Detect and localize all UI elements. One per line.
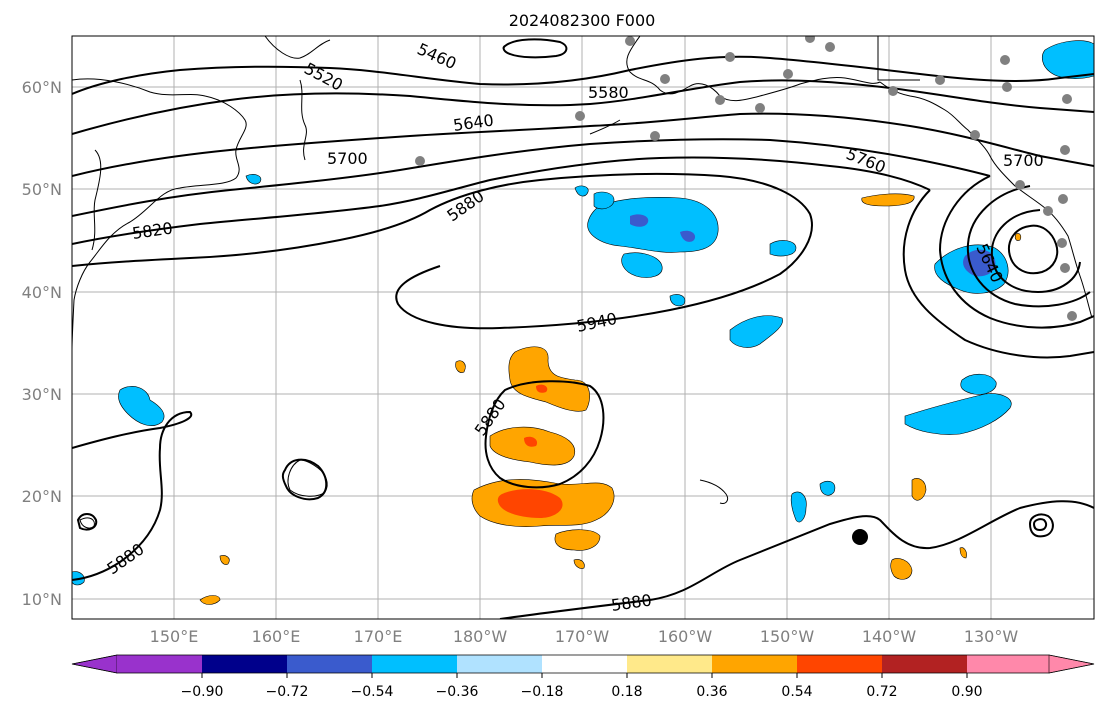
colorbar-segment: [712, 655, 797, 673]
lon-tick-label: 160°E: [252, 627, 301, 646]
lon-axis: 150°E 160°E 170°E 180°W 170°W 160°W 150°…: [150, 627, 1019, 646]
colorbar-tick-label: 0.54: [781, 684, 812, 700]
colorbar-tick-label: 0.90: [951, 684, 982, 700]
lat-tick-label: 40°N: [22, 283, 62, 302]
colorbar-segment: [117, 655, 202, 673]
colorbar-tick-label: 0.36: [696, 684, 727, 700]
figure-title: 2024082300 F000: [509, 11, 656, 30]
colorbar-segment: [627, 655, 712, 673]
colorbar-tick-label: −0.72: [266, 684, 309, 700]
colorbar-tick-label: −0.54: [351, 684, 394, 700]
lon-tick-label: 160°W: [658, 627, 713, 646]
lon-tick-label: 150°E: [150, 627, 199, 646]
lat-tick-label: 20°N: [22, 487, 62, 506]
map-frame: [71, 35, 1095, 620]
lat-tick-label: 30°N: [22, 385, 62, 404]
colorbar-tick-label: −0.18: [521, 684, 564, 700]
colorbar-segment: [797, 655, 882, 673]
colorbar-segment: [287, 655, 372, 673]
colorbar-low-extend: [71, 654, 118, 674]
contour-label: 5580: [588, 83, 629, 102]
lat-tick-label: 60°N: [22, 78, 62, 97]
lon-tick-label: 150°W: [760, 627, 815, 646]
colorbar-outline: [71, 654, 1095, 674]
colorbar-segment: [967, 655, 1049, 673]
station-markers: [415, 36, 1077, 321]
colorbar-ticks: [201, 673, 968, 678]
colorbar-segment: [372, 655, 457, 673]
lon-tick-label: 170°W: [555, 627, 610, 646]
lat-axis: 10°N 20°N 30°N 40°N 50°N 60°N: [22, 78, 62, 609]
contour-label: 5700: [327, 149, 368, 168]
coastlines: [72, 36, 1093, 529]
lon-tick-label: 180°W: [453, 627, 508, 646]
colorbar-tick-label: −0.90: [181, 684, 224, 700]
colorbar: −0.90 −0.72 −0.54 −0.36 −0.18 0.18 0.36 …: [71, 654, 1095, 700]
lat-tick-label: 10°N: [22, 590, 62, 609]
positive-shading: [199, 193, 1022, 605]
black-marker: [852, 529, 868, 545]
map-panel: 5520 5460 5580 5640 5700 5760 5820 5880 …: [22, 35, 1095, 646]
colorbar-high-extend: [1048, 654, 1095, 674]
lon-tick-label: 170°E: [354, 627, 403, 646]
lon-tick-label: 130°W: [964, 627, 1019, 646]
lat-tick-label: 50°N: [22, 180, 62, 199]
colorbar-segment: [202, 655, 287, 673]
colorbar-segment: [457, 655, 542, 673]
colorbar-segment: [882, 655, 967, 673]
colorbar-tick-label: 0.18: [611, 684, 642, 700]
contour-label: 5700: [1003, 151, 1044, 170]
lon-tick-label: 140°W: [862, 627, 917, 646]
height-contours: [72, 38, 1094, 619]
colorbar-segment: [542, 655, 627, 673]
colorbar-tick-label: −0.36: [436, 684, 479, 700]
colorbar-labels: −0.90 −0.72 −0.54 −0.36 −0.18 0.18 0.36 …: [181, 684, 983, 700]
negative-shading: [72, 40, 1094, 586]
colorbar-tick-label: 0.72: [866, 684, 897, 700]
